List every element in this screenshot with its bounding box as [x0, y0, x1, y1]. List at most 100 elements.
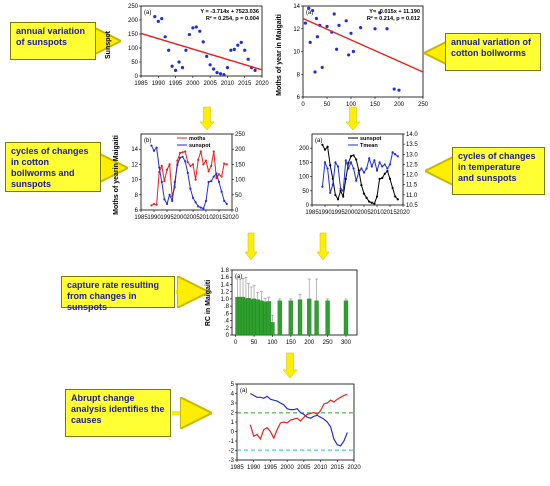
data-point — [239, 40, 243, 45]
x-tick-label: 2020 — [255, 81, 269, 87]
y-tick-label: 1.2 — [221, 290, 230, 296]
series-marker-Tmean — [368, 157, 371, 160]
x-tick-label: 150 — [370, 102, 381, 108]
series-marker-moths — [155, 203, 158, 206]
series-marker-Tmean — [326, 167, 329, 170]
plot-frame — [140, 5, 263, 77]
x-tick-label: 1985 — [305, 210, 319, 216]
y-tick-label-right: 13.5 — [406, 142, 418, 148]
series-marker-sunspot — [347, 161, 350, 165]
label-annual-bollworms: annual variation of cotton bollworms — [445, 33, 541, 71]
series-marker-Tmean — [391, 151, 394, 154]
y-tick-label: 200 — [128, 18, 139, 24]
y-tick-label-right: 200 — [235, 147, 246, 153]
x-tick-label: 2010 — [199, 215, 213, 221]
x-tick-label: 1985 — [134, 215, 148, 221]
x-tick-label: 2020 — [396, 210, 410, 216]
series-marker-moths — [202, 163, 205, 166]
data-point — [320, 65, 324, 70]
series-marker-sunspot — [394, 195, 397, 198]
statistic-line-blue — [250, 392, 348, 447]
y-tick-label: 12 — [131, 162, 138, 168]
y-tick-label: -2 — [229, 449, 235, 455]
y-tick-label: 1.4 — [221, 282, 230, 288]
data-point — [184, 48, 188, 52]
bar — [325, 300, 330, 336]
y-tick-label: 6 — [135, 208, 139, 214]
series-marker-moths — [176, 159, 179, 162]
regression-equation: Y = -3.714x + 7523.036 — [200, 9, 259, 15]
y-tick-label-right: 10.5 — [406, 203, 418, 209]
x-tick-label: 2005 — [357, 210, 371, 216]
series-marker-moths — [184, 150, 187, 153]
y-tick-label-right: 12.0 — [406, 173, 418, 179]
x-tick-label: 2010 — [221, 81, 235, 87]
y-axis-label: Sunspot — [105, 30, 112, 59]
series-marker-sunspot — [178, 156, 182, 159]
series-marker-moths — [165, 168, 169, 171]
y-tick-label: 1.8 — [221, 268, 230, 274]
series-marker-sunspot — [336, 198, 340, 201]
x-tick-label: 2005 — [297, 465, 311, 471]
y-tick-label: -1 — [229, 439, 235, 445]
series-marker-sunspot — [223, 199, 226, 202]
x-tick-label: 2010 — [314, 465, 328, 471]
data-point — [156, 19, 160, 23]
statistic-line-red — [249, 393, 348, 441]
data-point — [205, 54, 209, 59]
flow-arrows — [97, 41, 451, 413]
x-tick-label: 2020 — [225, 215, 239, 221]
series-marker-moths — [197, 158, 200, 161]
x-tick-label: 250 — [323, 340, 334, 346]
y-tick-label-right: 50 — [235, 193, 242, 199]
y-tick-label: 0 — [226, 333, 230, 339]
series-marker-Tmean — [386, 167, 389, 170]
series-marker-moths — [186, 161, 189, 164]
data-point — [347, 53, 351, 57]
down-arrow — [345, 106, 361, 131]
series-marker-sunspot — [352, 154, 355, 157]
series-marker-sunspot — [396, 198, 399, 201]
data-point — [191, 26, 195, 30]
y-axis-label: Moths of year in Maigaiti — [276, 14, 283, 96]
series-marker-moths — [163, 180, 166, 183]
y-tick-label: 1.6 — [221, 275, 230, 281]
series-marker-sunspot — [362, 192, 366, 195]
series-marker-sunspot — [323, 148, 327, 151]
series-marker-moths — [212, 150, 215, 153]
y-tick-label: 3 — [231, 401, 235, 407]
series-marker-sunspot — [349, 155, 353, 158]
data-point — [332, 12, 336, 16]
series-marker-sunspot — [165, 202, 169, 206]
series-marker-Tmean — [373, 159, 376, 162]
series-marker-sunspot — [160, 180, 163, 184]
panel-tag: (b) — [144, 138, 151, 144]
series-marker-sunspot — [344, 177, 347, 180]
label-cycles-temp: cycles of changes in temperature and sun… — [452, 147, 545, 195]
series-marker-moths — [189, 164, 192, 168]
bar — [262, 301, 268, 336]
regression-equation: Y= -0.015x + 11.190 — [369, 9, 420, 15]
data-point — [218, 72, 223, 76]
series-marker-Tmean — [347, 167, 350, 170]
y-tick-label: 0 — [231, 430, 235, 436]
trend-line — [302, 17, 424, 73]
y-tick-label-right: 250 — [235, 132, 246, 138]
x-tick-label: 1985 — [230, 465, 244, 471]
series-marker-Tmean — [342, 189, 345, 192]
x-tick-label: 2015 — [212, 215, 226, 221]
x-tick-label: 1990 — [152, 81, 166, 87]
data-point — [163, 35, 167, 39]
x-tick-label: 1985 — [134, 81, 148, 87]
y-tick-label: 1.0 — [221, 297, 230, 303]
series-marker-moths — [181, 151, 184, 154]
series-marker-Tmean — [388, 163, 392, 166]
data-point — [378, 11, 382, 15]
data-point — [335, 47, 339, 51]
series-marker-sunspot — [321, 143, 324, 146]
series-marker-sunspot — [386, 169, 389, 173]
data-point — [315, 35, 319, 39]
series-marker-sunspot — [199, 206, 202, 209]
down-arrow — [199, 106, 215, 131]
data-point — [180, 66, 185, 70]
